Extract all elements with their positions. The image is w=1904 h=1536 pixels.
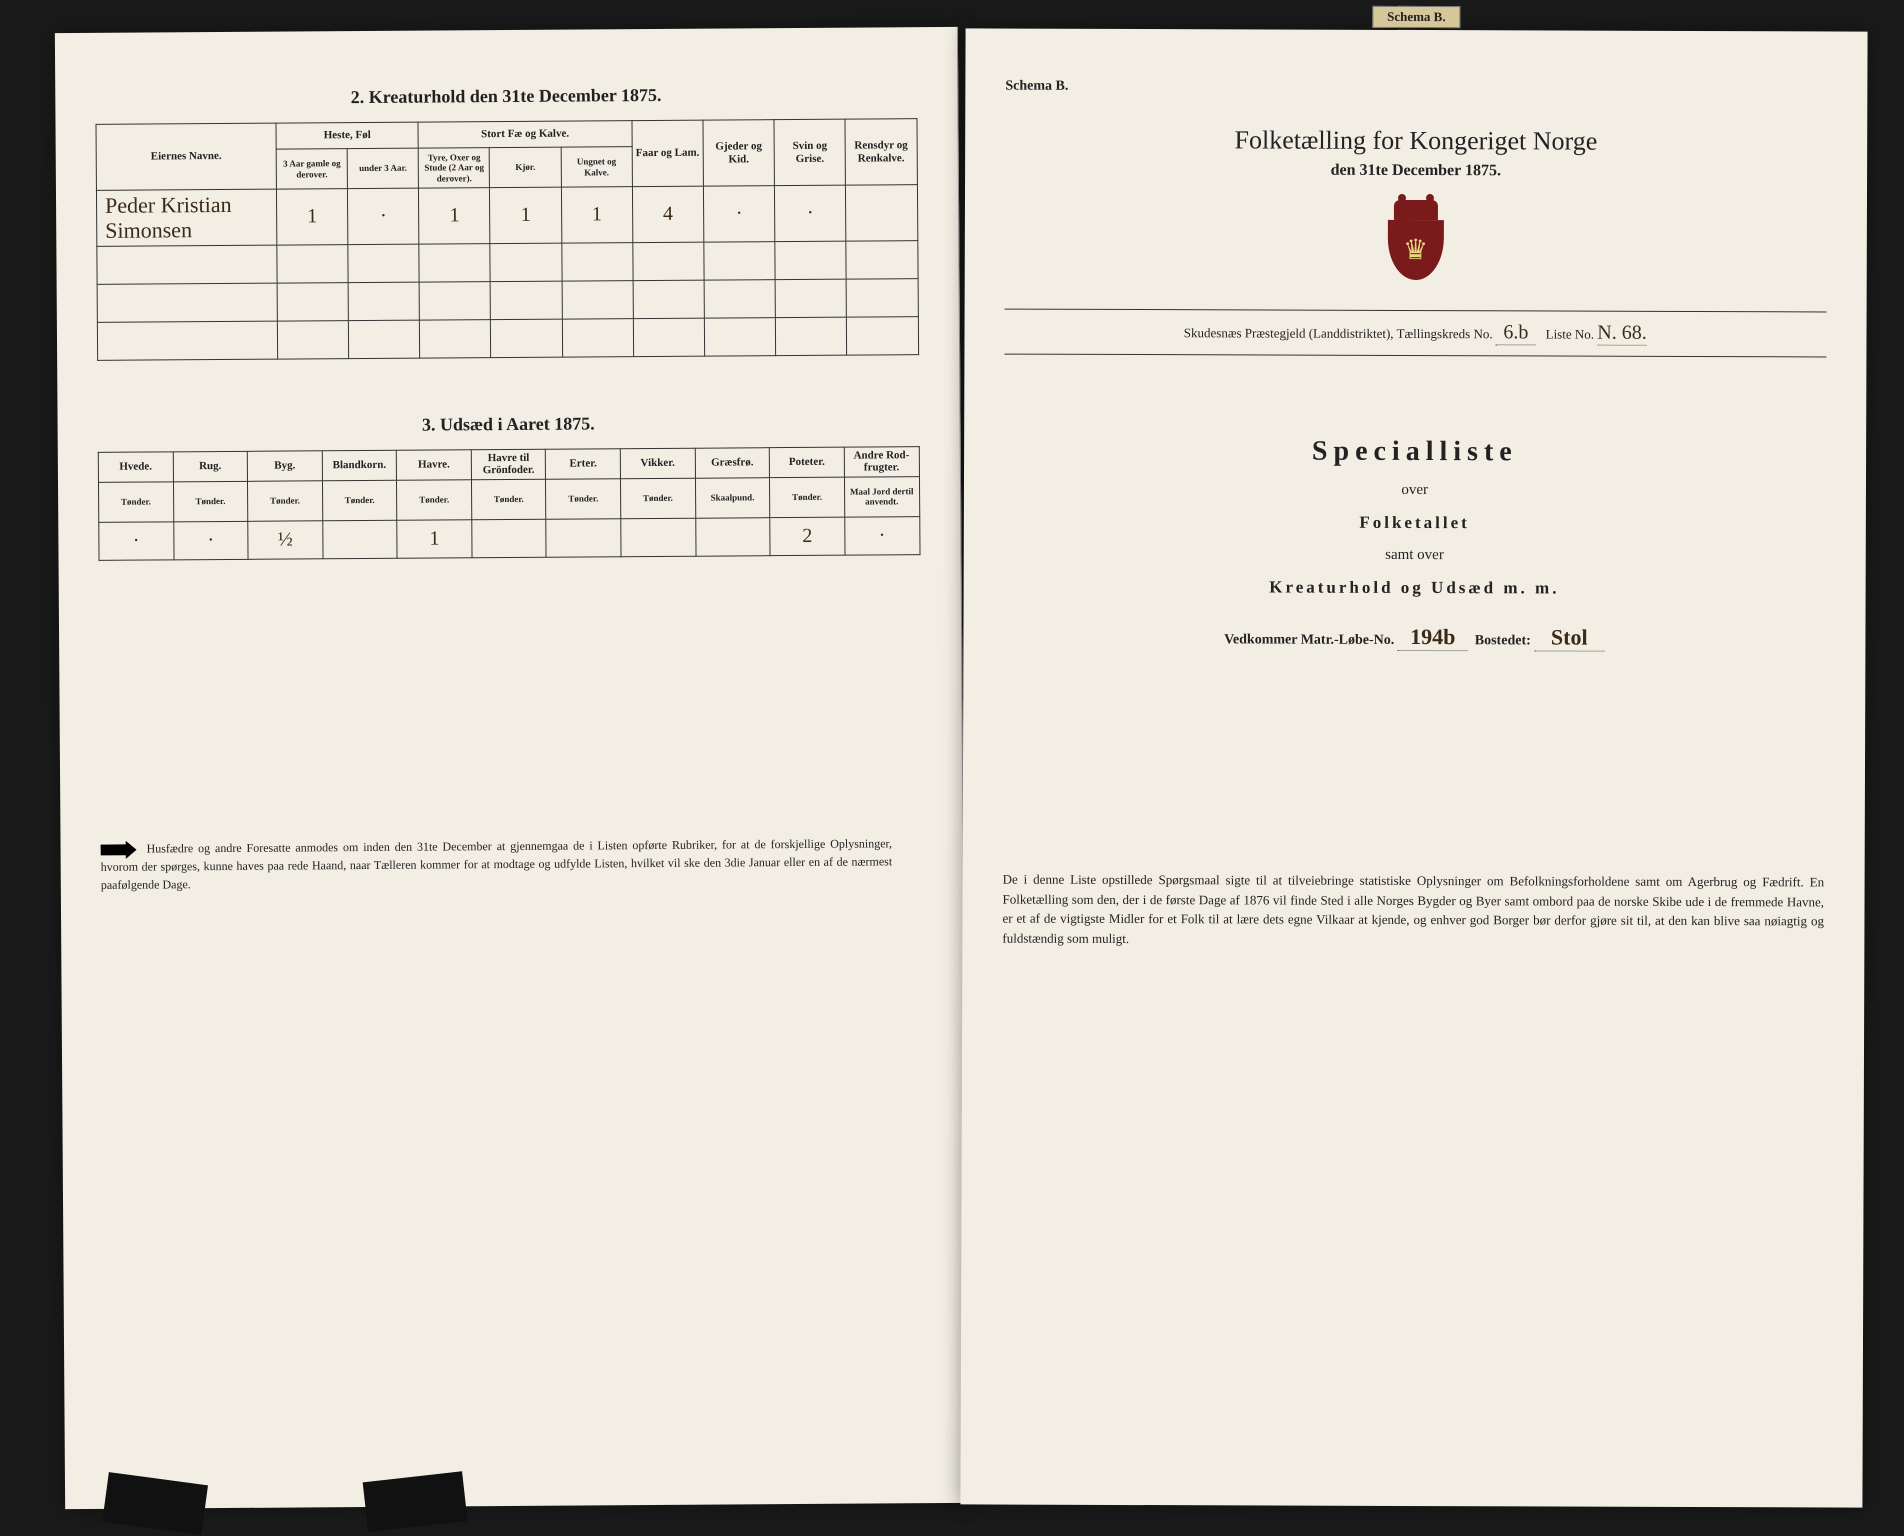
kreaturhold-table: Eiernes Navne. Heste, Føl Stort Fæ og Ka… bbox=[95, 118, 918, 360]
u-u1: Tønder. bbox=[173, 481, 248, 522]
udsaed-table: Hvede. Rug. Byg. Blandkorn. Havre. Havre… bbox=[98, 446, 920, 561]
ur10: · bbox=[845, 517, 920, 556]
matr-no: 194b bbox=[1397, 624, 1467, 651]
r0c2: 1 bbox=[419, 188, 491, 244]
grp-rensdyr: Rensdyr og Renkalve. bbox=[845, 119, 917, 185]
row0-name: Peder Kristian Simonsen bbox=[96, 189, 276, 246]
ur3 bbox=[323, 520, 398, 559]
u-h3: Blandkorn. bbox=[322, 450, 397, 481]
r0c5: 4 bbox=[632, 186, 704, 242]
registration-line: Skudesnæs Præstegjeld (Landdistriktet), … bbox=[1004, 309, 1826, 358]
r0c1: · bbox=[348, 188, 420, 244]
census-main-title: Folketælling for Kongeriget Norge bbox=[1005, 125, 1827, 158]
left-footnote: Husfædre og andre Foresatte anmodes om i… bbox=[101, 836, 893, 891]
r0c8 bbox=[846, 185, 918, 241]
u-h9: Poteter. bbox=[769, 447, 844, 478]
grp-faar: Faar og Lam. bbox=[632, 120, 704, 186]
ur7 bbox=[621, 518, 696, 557]
reg-prefix: Skudesnæs Præstegjeld (Landdistriktet), … bbox=[1183, 325, 1492, 341]
schema-b-label: Schema B. bbox=[1005, 79, 1827, 98]
specialliste-heading: Specialliste bbox=[1004, 435, 1826, 470]
ur0: · bbox=[99, 522, 174, 561]
specialliste-block: Specialliste over Folketallet samt over … bbox=[1003, 435, 1825, 600]
sub-h0: 3 Aar gamle og derover. bbox=[276, 149, 347, 189]
ur8 bbox=[695, 518, 770, 557]
ur9: 2 bbox=[770, 517, 845, 556]
u-h7: Vikker. bbox=[620, 448, 695, 479]
grp-svin: Svin og Grise. bbox=[774, 119, 846, 185]
col-name: Eiernes Navne. bbox=[96, 123, 276, 190]
u-u6: Tønder. bbox=[546, 479, 621, 520]
u-h0: Hvede. bbox=[98, 451, 173, 482]
ur2: ½ bbox=[248, 521, 323, 560]
reg-kreds-no: 6.b bbox=[1495, 321, 1535, 345]
grp-heste: Heste, Føl bbox=[276, 122, 418, 149]
r0c4: 1 bbox=[561, 187, 633, 243]
section2-title: 2. Kreaturhold den 31te December 1875. bbox=[95, 83, 917, 110]
r0c0: 1 bbox=[276, 189, 348, 245]
u-u2: Tønder. bbox=[248, 481, 323, 522]
r0c7: · bbox=[775, 185, 847, 241]
folketallet: Folketallet bbox=[1003, 512, 1825, 535]
reg-liste-no: N. 68. bbox=[1597, 322, 1647, 346]
matr-line: Vedkommer Matr.-Løbe-No. 194b Bostedet: … bbox=[1003, 623, 1825, 653]
right-page: Schema B. Schema B. Folketælling for Kon… bbox=[960, 28, 1867, 1507]
pointing-hand-icon bbox=[100, 841, 136, 859]
r0c3: 1 bbox=[490, 187, 562, 243]
coat-of-arms-icon: ♛ bbox=[1380, 200, 1450, 290]
right-footnote: De i denne Liste opstillede Spørgsmaal s… bbox=[1002, 870, 1824, 951]
u-u3: Tønder. bbox=[322, 480, 397, 521]
sub-h3: Kjør. bbox=[490, 147, 561, 187]
u-h1: Rug. bbox=[173, 451, 248, 482]
sub-h1: under 3 Aar. bbox=[347, 148, 418, 188]
census-date: den 31te December 1875. bbox=[1005, 161, 1827, 182]
ur5 bbox=[472, 519, 547, 558]
u-u5: Tønder. bbox=[471, 479, 546, 520]
bosted-label: Bostedet: bbox=[1474, 633, 1530, 648]
left-page: 2. Kreaturhold den 31te December 1875. E… bbox=[55, 27, 968, 1509]
u-u10: Maal Jord dertil anvendt. bbox=[844, 477, 919, 518]
sub-h2: Tyre, Oxer og Stude (2 Aar og derover). bbox=[418, 148, 489, 188]
reg-liste-label: Liste No. bbox=[1545, 326, 1593, 341]
top-tab-schema-b: Schema B. bbox=[1372, 6, 1461, 28]
bosted-value: Stol bbox=[1534, 624, 1604, 651]
u-h2: Byg. bbox=[247, 450, 322, 481]
u-u8: Skaalpund. bbox=[695, 478, 770, 519]
grp-gjeder: Gjeder og Kid. bbox=[703, 120, 775, 186]
sub-h4: Ungnet og Kalve. bbox=[561, 147, 632, 187]
u-u0: Tønder. bbox=[98, 482, 173, 523]
left-footnote-block: Husfædre og andre Foresatte anmodes om i… bbox=[100, 835, 922, 894]
matr-prefix: Vedkommer Matr.-Løbe-No. bbox=[1224, 632, 1394, 648]
section3-title: 3. Udsæd i Aaret 1875. bbox=[98, 411, 920, 438]
u-h10: Andre Rod-frugter. bbox=[844, 446, 919, 477]
over: over bbox=[1003, 481, 1825, 501]
u-u7: Tønder. bbox=[621, 478, 696, 519]
u-u4: Tønder. bbox=[397, 480, 472, 521]
kreatur-udsaed: Kreaturhold og Udsæd m. m. bbox=[1003, 577, 1825, 600]
r0c6: · bbox=[703, 186, 775, 242]
u-u9: Tønder. bbox=[770, 477, 845, 518]
ur1: · bbox=[173, 521, 248, 560]
u-h5: Havre til Grönfoder. bbox=[471, 449, 546, 480]
u-h6: Erter. bbox=[546, 448, 621, 479]
samt-over: samt over bbox=[1003, 546, 1825, 566]
ur4: 1 bbox=[397, 520, 472, 559]
grp-stortfae: Stort Fæ og Kalve. bbox=[418, 121, 632, 148]
u-h4: Havre. bbox=[397, 449, 472, 480]
u-h8: Græsfrø. bbox=[695, 447, 770, 478]
ur6 bbox=[546, 519, 621, 558]
